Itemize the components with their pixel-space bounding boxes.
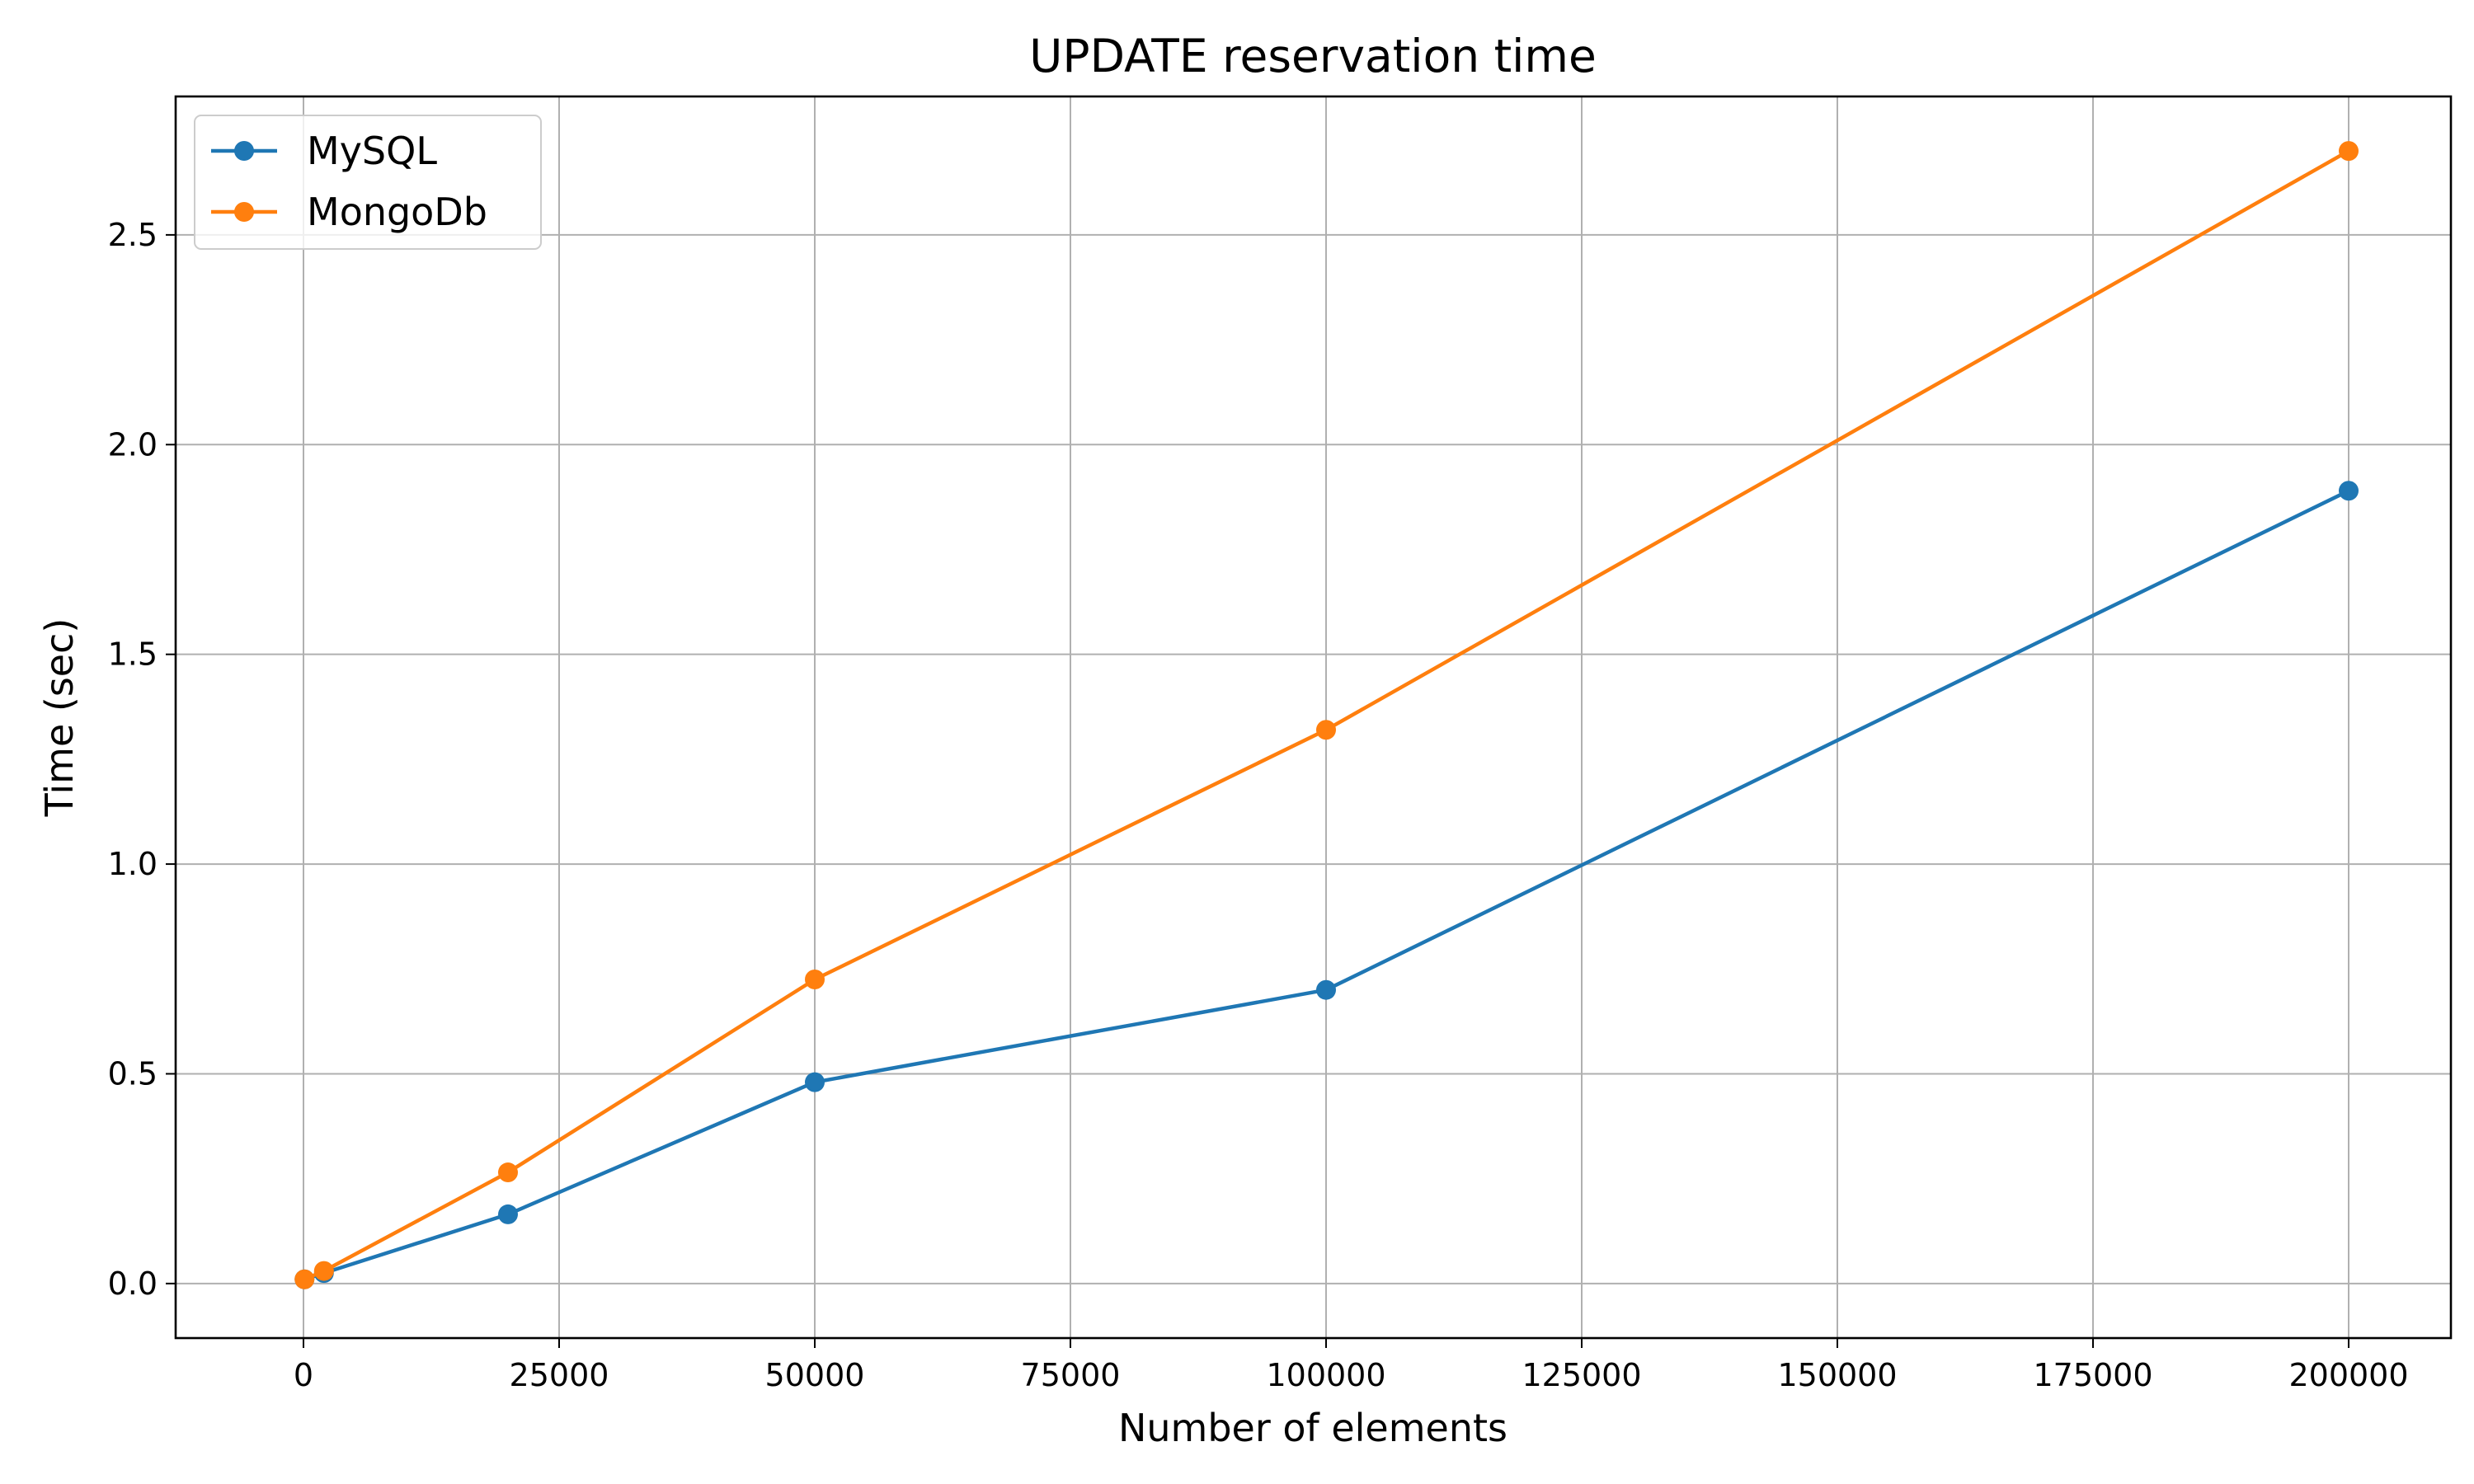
plot-frame xyxy=(174,95,2453,1340)
x-tick-label: 25000 xyxy=(510,1357,609,1393)
legend-swatch-marker xyxy=(234,202,254,222)
y-tick-label: 2.0 xyxy=(108,426,158,463)
x-tick-label: 200000 xyxy=(2288,1357,2408,1393)
x-tick-label: 150000 xyxy=(1777,1357,1897,1393)
data-point-mysql xyxy=(805,1072,825,1092)
y-axis-label: Time (sec) xyxy=(37,618,82,818)
y-tick-label: 0.0 xyxy=(108,1266,158,1302)
grid xyxy=(176,96,2451,1338)
data-point-mysql xyxy=(2339,481,2359,501)
x-tick-label: 75000 xyxy=(1021,1357,1121,1393)
chart-title: UPDATE reservation time xyxy=(1029,30,1597,82)
legend-box xyxy=(194,115,542,250)
ticks: 0 25000 50000 75000 100000 125000 150000 175000… xyxy=(108,217,2409,1393)
data-point-mongodb xyxy=(294,1269,315,1289)
x-tick-label: 100000 xyxy=(1266,1357,1385,1393)
data-point-mongodb xyxy=(313,1261,334,1281)
data-point-mongodb xyxy=(1316,720,1336,740)
y-tick-label: 0.5 xyxy=(108,1055,158,1092)
x-tick-label: 175000 xyxy=(2033,1357,2152,1393)
legend: MySQL MongoDb xyxy=(194,115,542,250)
x-tick-label: 0 xyxy=(294,1357,313,1393)
data-point-mongodb xyxy=(805,969,825,989)
y-tick-label: 1.0 xyxy=(108,846,158,882)
x-tick-label: 50000 xyxy=(765,1357,865,1393)
y-tick-label: 1.5 xyxy=(108,636,158,673)
y-tick-label: 2.5 xyxy=(108,217,158,253)
legend-swatch-marker xyxy=(234,141,254,161)
x-tick-label: 125000 xyxy=(1522,1357,1641,1393)
data-point-mysql xyxy=(1316,979,1336,1000)
x-axis-label: Number of elements xyxy=(1118,1406,1507,1450)
series-layer xyxy=(294,141,2359,1289)
data-point-mysql xyxy=(498,1204,518,1224)
legend-label: MongoDb xyxy=(307,190,487,234)
legend-label: MySQL xyxy=(307,129,437,173)
data-point-mongodb xyxy=(498,1162,518,1183)
data-point-mongodb xyxy=(2339,141,2359,162)
